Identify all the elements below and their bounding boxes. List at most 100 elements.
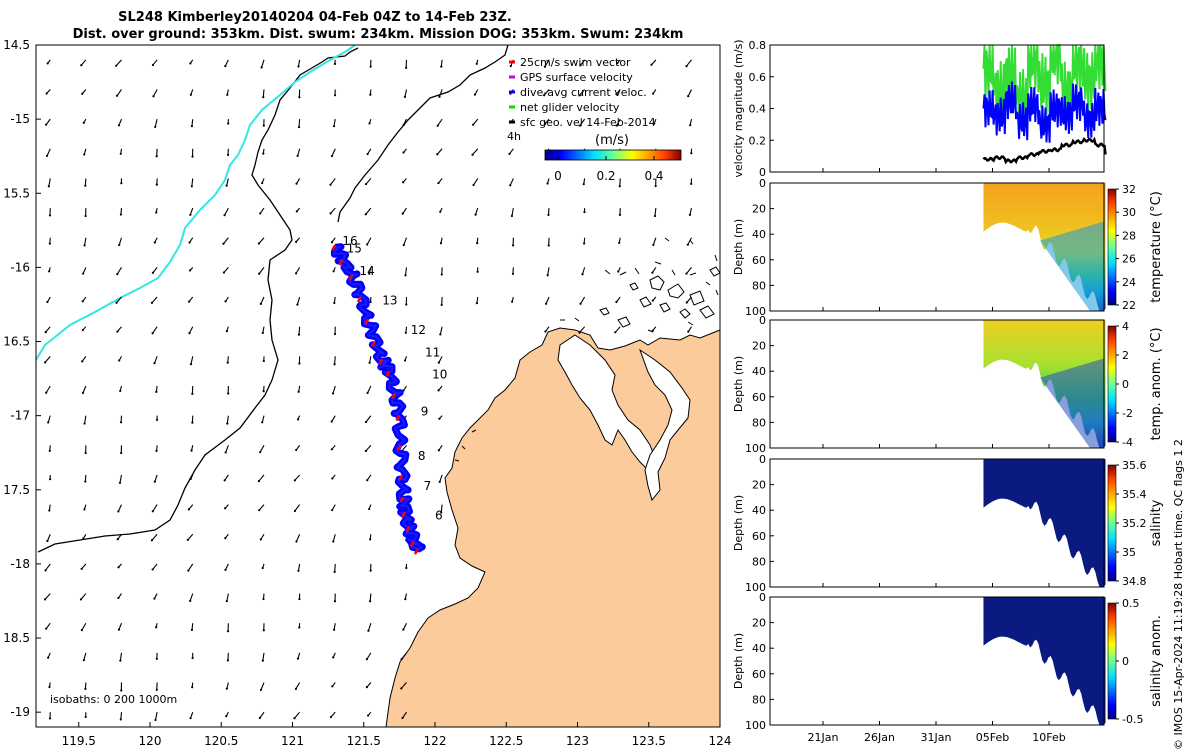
map-x-tick-label: 122 — [424, 734, 447, 748]
current-vector-head — [368, 272, 371, 275]
current-vector — [188, 326, 194, 334]
current-vector-head — [153, 362, 156, 365]
current-vector-head — [48, 717, 52, 720]
current-vector — [223, 237, 229, 245]
current-vector — [191, 178, 194, 187]
current-vector-head — [48, 685, 51, 689]
current-vector-head — [436, 124, 439, 127]
current-vector-head — [511, 272, 515, 275]
current-vector-head — [119, 389, 122, 392]
current-vector-head — [400, 657, 403, 661]
current-vector — [298, 119, 301, 128]
current-vector-head — [261, 181, 264, 185]
current-vector-head — [475, 62, 478, 65]
current-vector-head — [331, 685, 334, 688]
current-vector-head — [403, 95, 407, 98]
current-vector-head — [259, 688, 263, 691]
map-legend: 25cm/s swim vector GPS surface velocity di… — [507, 56, 682, 183]
current-vector — [579, 326, 586, 334]
current-vector — [687, 89, 692, 97]
current-vector — [154, 474, 158, 482]
current-vector-head — [189, 717, 192, 720]
current-vector-head — [689, 124, 692, 127]
current-vector — [579, 59, 586, 66]
swim-vector — [398, 474, 404, 481]
current-vector-head — [440, 303, 443, 307]
current-vector — [400, 682, 407, 689]
current-vector — [191, 119, 194, 127]
current-vector-head — [189, 599, 192, 602]
current-vector-head — [331, 508, 334, 512]
map-y-tick-label: 17.5 — [3, 483, 30, 497]
current-vector — [298, 326, 301, 335]
current-vector-head — [473, 93, 477, 96]
current-vector-head — [81, 391, 85, 394]
current-vector-head — [259, 450, 262, 454]
current-vector-head — [578, 331, 581, 334]
current-vector — [365, 415, 372, 423]
current-vector — [46, 534, 51, 542]
current-vector-head — [333, 570, 336, 573]
current-vector — [438, 356, 443, 363]
current-vector — [330, 178, 336, 186]
current-vector-head — [653, 214, 657, 218]
panel-colorbar: 0.5 0 -0.5 salinity anom. — [1107, 597, 1164, 726]
current-vector-head — [118, 359, 121, 362]
map-y-tick-label: -19 — [10, 705, 30, 719]
current-vector — [330, 207, 336, 214]
current-vector-head — [226, 422, 229, 425]
current-vector-head — [191, 392, 194, 395]
current-vector — [614, 326, 621, 333]
current-vector-head — [685, 64, 688, 68]
current-vector — [581, 267, 586, 275]
current-vector — [152, 563, 158, 570]
current-vector-head — [296, 657, 300, 660]
current-vector-head — [151, 510, 154, 513]
current-vector — [295, 682, 301, 690]
panel-frame — [769, 182, 1105, 312]
current-vector — [297, 148, 301, 157]
copyright-note: © IMOS 15-Apr-2024 11:19:28 Hobart time.… — [1172, 439, 1185, 750]
current-vector-head — [43, 598, 47, 601]
current-vector-head — [618, 213, 622, 216]
depth-section-fill — [983, 459, 1106, 587]
current-vector-head — [227, 122, 230, 125]
current-vector — [258, 504, 265, 511]
current-vector-head — [471, 153, 474, 156]
current-vector-head — [543, 65, 547, 68]
scattered-islets — [454, 237, 719, 462]
current-vector-head — [652, 243, 655, 246]
colorbar-tick-label: 2 — [1122, 349, 1129, 362]
current-vector-head — [583, 210, 586, 214]
current-vector-head — [332, 628, 336, 631]
current-vector-head — [79, 598, 83, 601]
current-vector-head — [690, 152, 693, 155]
current-vector — [189, 207, 194, 215]
colorbar-tick-label: -0.5 — [1122, 713, 1143, 726]
current-vector-head — [690, 182, 693, 185]
current-vector-head — [296, 418, 300, 421]
map-x-ticks: 119.5 120 120.5 121 121.5 122 122.5 123 123.5 124 — [62, 722, 731, 748]
current-vector-head — [333, 332, 337, 336]
current-vector-head — [294, 687, 298, 690]
current-vector — [297, 59, 301, 67]
current-vector-head — [259, 212, 262, 215]
current-vector-head — [402, 181, 405, 184]
y-tick-label: 80 — [752, 279, 766, 292]
current-vector-head — [365, 658, 369, 661]
current-vector-head — [295, 210, 298, 213]
current-vector-head — [116, 273, 119, 276]
current-vector-head — [119, 421, 123, 424]
current-vector — [543, 89, 550, 96]
current-vector-head — [615, 93, 618, 96]
current-vector-head — [333, 363, 336, 366]
current-vector — [226, 415, 229, 424]
current-vector-head — [49, 478, 52, 481]
swim-vector — [395, 415, 401, 422]
current-vector — [116, 89, 122, 97]
current-vector — [46, 148, 51, 157]
day-label: 16 — [342, 234, 357, 248]
swim-vector — [413, 548, 419, 555]
current-vector-head — [227, 392, 230, 395]
current-vector-head — [650, 63, 653, 66]
